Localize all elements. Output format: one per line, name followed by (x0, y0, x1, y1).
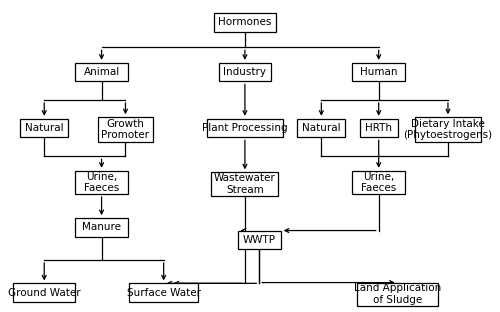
Text: Industry: Industry (224, 67, 266, 77)
Text: Dietary Intake
(Phytoestrogens): Dietary Intake (Phytoestrogens) (404, 119, 492, 140)
Bar (238, 231, 281, 249)
Text: Urine,
Faeces: Urine, Faeces (84, 172, 119, 193)
Text: Plant Processing: Plant Processing (202, 123, 288, 133)
Bar (414, 117, 482, 142)
Bar (214, 13, 276, 32)
Bar (218, 63, 271, 81)
Bar (206, 119, 283, 137)
Bar (360, 119, 398, 137)
Bar (129, 283, 198, 302)
Text: Natural: Natural (302, 123, 341, 133)
Bar (76, 171, 128, 194)
Text: Wastewater
Stream: Wastewater Stream (214, 173, 276, 195)
Text: Human: Human (360, 67, 398, 77)
Text: Manure: Manure (82, 222, 121, 232)
Bar (357, 283, 438, 306)
Text: Surface Water: Surface Water (126, 288, 200, 298)
Bar (352, 171, 405, 194)
Text: Growth
Promoter: Growth Promoter (102, 119, 150, 140)
Text: HRTh: HRTh (365, 123, 392, 133)
Bar (76, 63, 128, 81)
Bar (352, 63, 405, 81)
Text: WWTP: WWTP (242, 235, 276, 245)
Text: Land Application
of Sludge: Land Application of Sludge (354, 283, 442, 305)
Text: Hormones: Hormones (218, 17, 272, 27)
Bar (212, 172, 278, 196)
Bar (298, 119, 345, 137)
Text: Ground Water: Ground Water (8, 288, 81, 298)
Bar (98, 117, 153, 142)
Text: Natural: Natural (25, 123, 64, 133)
Text: Animal: Animal (84, 67, 120, 77)
Bar (20, 119, 68, 137)
Bar (13, 283, 76, 302)
Bar (76, 218, 128, 237)
Text: Urine,
Faeces: Urine, Faeces (361, 172, 396, 193)
